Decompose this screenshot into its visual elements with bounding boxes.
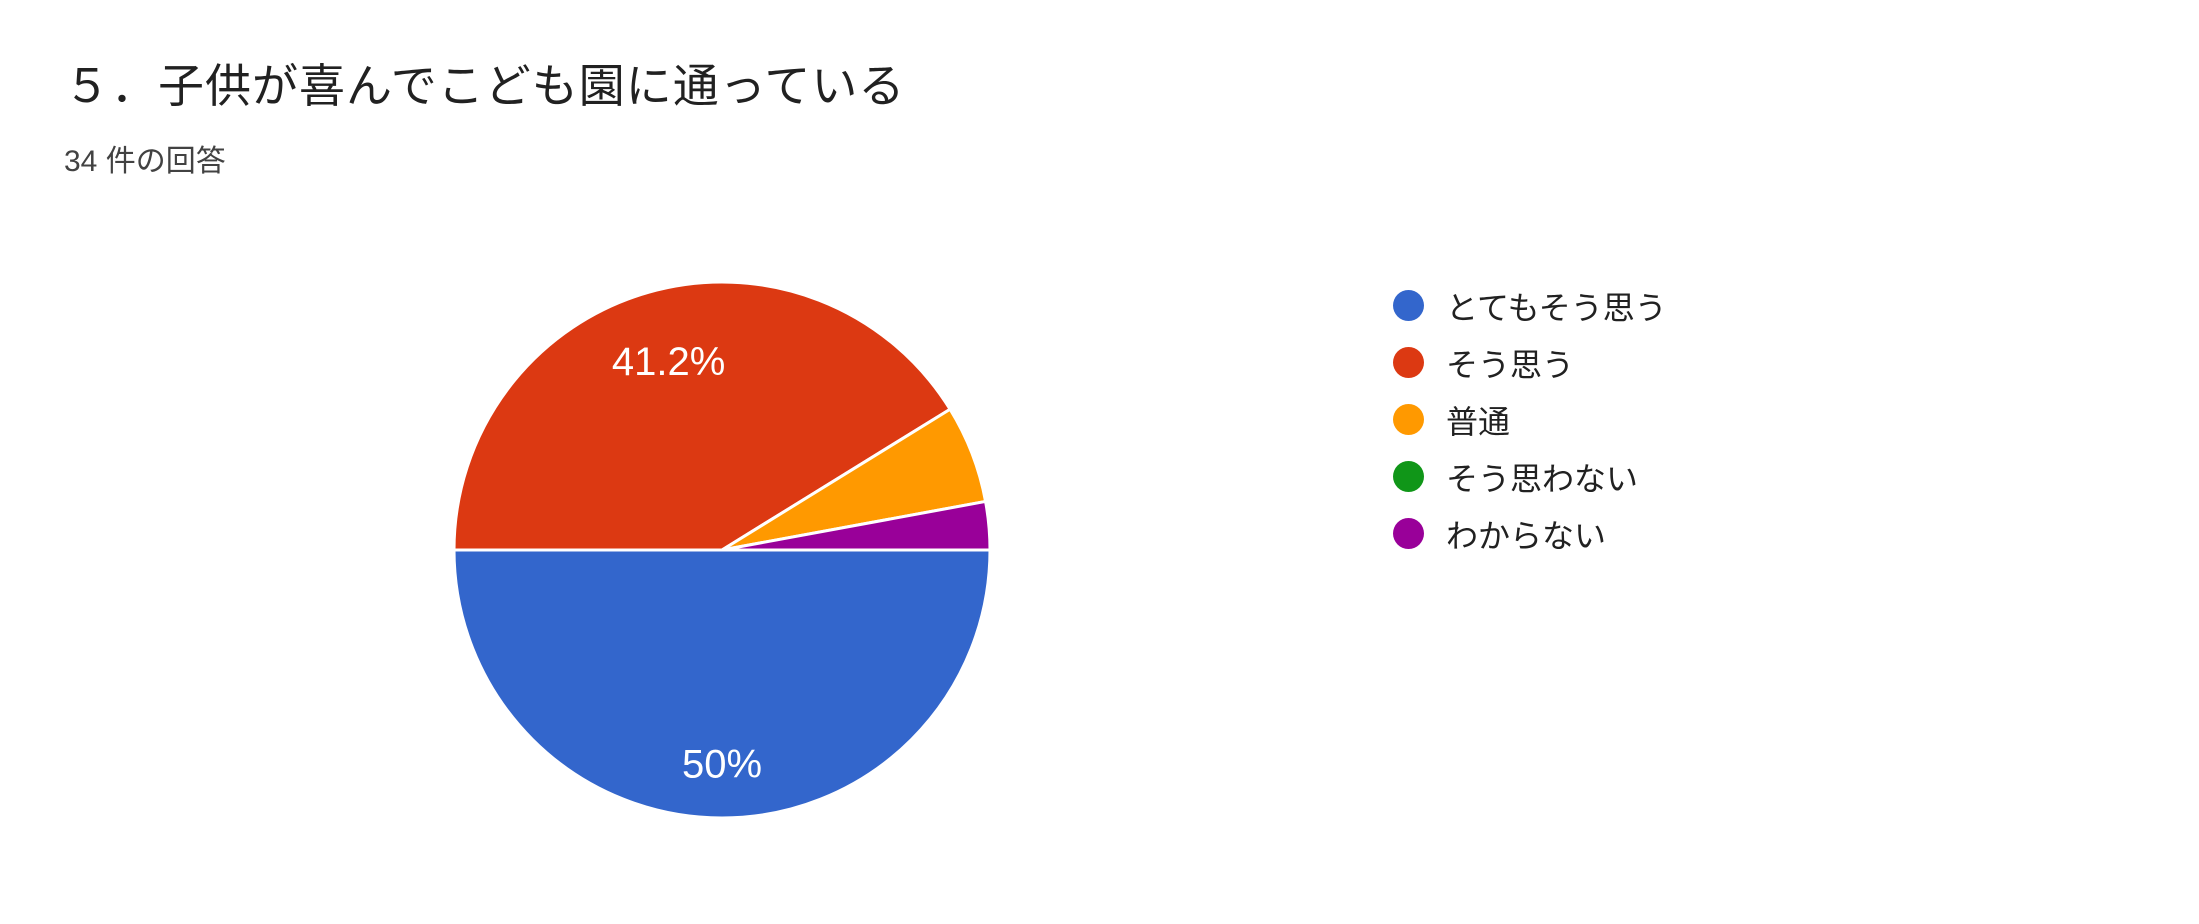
legend-item-label: 普通 [1446,403,1511,440]
legend-color-dot-icon [1393,518,1424,549]
pie-slice-4 [720,499,992,552]
pie-slice-label-1: 41.2% [612,340,725,384]
pie-slice-0 [452,548,992,820]
legend-color-dot-icon [1393,347,1424,378]
legend-item-1: そう思う [1393,334,1667,391]
legend-color-dot-icon [1393,404,1424,435]
legend-color-dot-icon [1393,290,1424,321]
chart-header: ５．子供が喜んでこども園に通っている 34 件の回答 [64,58,905,180]
legend-color-dot-icon [1393,461,1424,492]
legend-item-label: わからない [1446,517,1607,554]
legend-item-0: とてもそう思う [1393,277,1667,334]
legend-item-label: とてもそう思う [1446,289,1667,326]
legend-item-3: そう思わない [1393,448,1667,505]
chart-legend: とてもそう思う そう思う普通そう思わない わからない [1393,277,1667,562]
response-count: 34 件の回答 [64,144,226,178]
pie-chart: 50% 41.2% [452,280,992,820]
legend-item-2: 普通 [1393,391,1667,448]
chart-title: ５．子供が喜んでこども園に通っている [64,60,906,112]
legend-item-label: そう思わない [1446,460,1639,497]
pie-slice-label-0: 50% [682,742,762,786]
pie-slice-1 [452,280,952,552]
legend-item-4: わからない [1393,505,1667,562]
legend-item-label: そう思う [1446,346,1575,383]
